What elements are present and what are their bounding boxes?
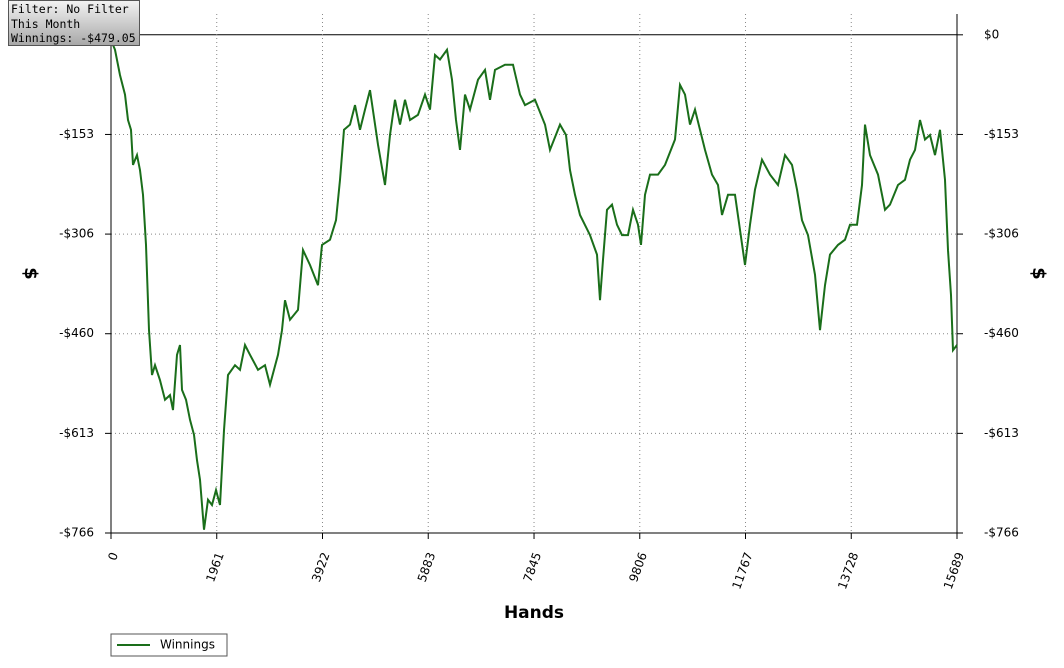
y2-axis-label: $ [1028,267,1049,280]
y2-tick-label: -$153 [984,127,1019,141]
x-tick-label: 1961 [203,550,227,583]
legend-label: Winnings [160,638,215,652]
y-tick-label: -$153 [59,127,94,141]
x-tick-label: 5883 [415,550,439,583]
legend-box [110,633,228,657]
info-line: Filter: No Filter [11,2,129,16]
x-tick-label: 13728 [835,550,861,591]
y-tick-label: -$613 [59,426,94,440]
x-tick-label: 11767 [729,550,755,591]
y2-tick-label: -$613 [984,426,1019,440]
x-tick-label: 3922 [309,550,333,583]
y-axis-label: $ [20,267,41,280]
y-tick-label: -$306 [59,227,94,241]
info-line: Winnings: -$479.05 [11,31,136,45]
y2-tick-label: $0 [984,27,999,41]
series-line [110,39,958,530]
x-tick-label: 15689 [941,550,967,591]
x-tick-label: 9806 [626,550,650,583]
y2-tick-label: -$306 [984,227,1019,241]
y-tick-label: -$460 [59,326,94,340]
info-line: This Month [11,16,81,31]
y-tick-label: -$766 [59,526,94,540]
x-tick-label: 7845 [521,550,545,583]
y2-tick-label: -$766 [984,526,1019,540]
info-box: Filter: No Filter This Month Winnings: -… [8,0,140,46]
x-tick-label: 0 [105,550,121,562]
x-axis-label: Hands [504,603,564,623]
y2-tick-label: -$460 [984,326,1019,340]
